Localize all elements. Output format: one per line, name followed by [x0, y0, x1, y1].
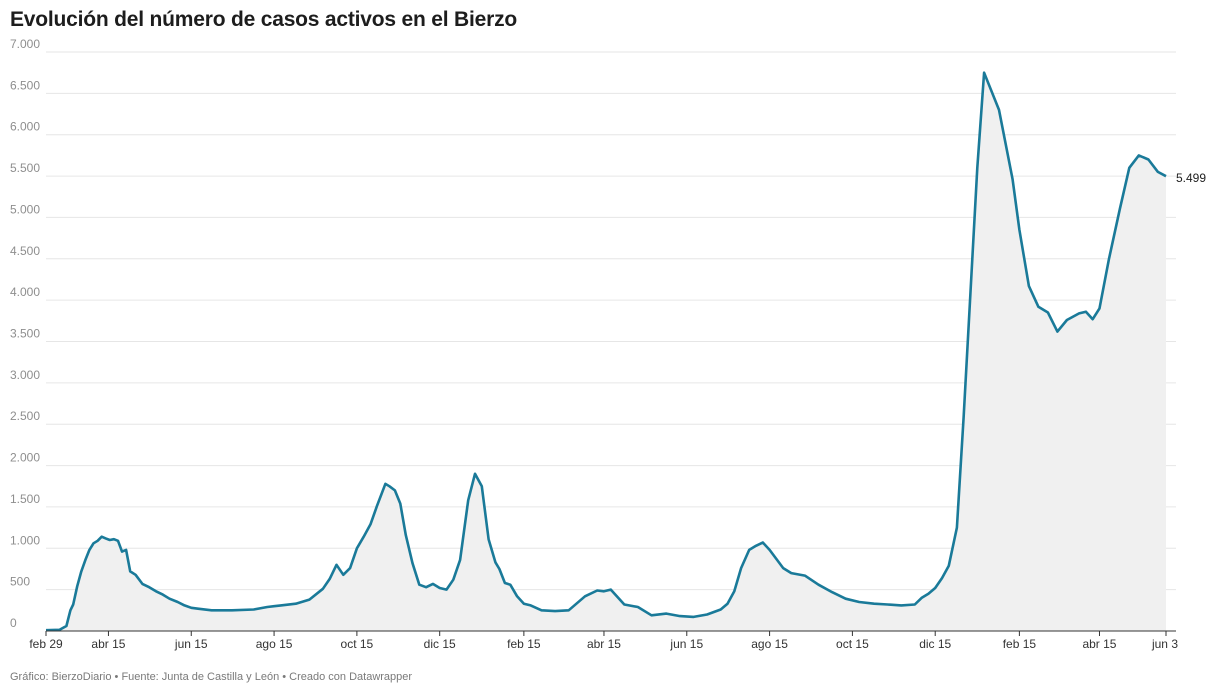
x-tick-label: jun 15 — [669, 637, 703, 651]
y-tick-label: 5.500 — [10, 161, 40, 175]
x-tick-label: oct 15 — [836, 637, 869, 651]
y-tick-label: 6.500 — [10, 78, 40, 92]
x-tick-label: feb 15 — [507, 637, 541, 651]
y-tick-label: 4.000 — [10, 285, 40, 299]
footer-credit: Gráfico: BierzoDiario • Fuente: Junta de… — [10, 671, 413, 683]
x-tick-label: feb 29 — [29, 637, 63, 651]
x-tick-label: jun 15 — [174, 637, 208, 651]
x-tick-label: dic 15 — [424, 637, 456, 651]
x-tick-label: abr 15 — [1082, 637, 1116, 651]
x-tick-label: feb 15 — [1003, 637, 1037, 651]
chart-title: Evolución del número de casos activos en… — [10, 8, 517, 31]
y-tick-label: 2.000 — [10, 451, 40, 465]
chart-area: 0 500 1.000 1.500 2.000 2.500 3.000 3.500 4.000 4… — [10, 37, 1206, 651]
y-tick-label: 3.500 — [10, 327, 40, 341]
y-tick-label: 4.500 — [10, 244, 40, 258]
x-tick-label: jun 3 — [1151, 637, 1178, 651]
x-axis-ticks: feb 29 abr 15 jun 15 ago 15 oct 15 dic 15 feb … — [29, 631, 1178, 651]
x-tick-label: dic 15 — [919, 637, 951, 651]
y-tick-label: 7.000 — [10, 37, 40, 51]
y-tick-label: 2.500 — [10, 409, 40, 423]
x-tick-label: ago 15 — [256, 637, 293, 651]
y-tick-label: 3.000 — [10, 368, 40, 382]
y-tick-label: 5.000 — [10, 202, 40, 216]
area-fill — [46, 72, 1166, 631]
end-value-label: 5.499 — [1176, 171, 1206, 185]
x-tick-label: abr 15 — [587, 637, 621, 651]
x-tick-label: ago 15 — [751, 637, 788, 651]
y-tick-label: 6.000 — [10, 120, 40, 134]
y-tick-label: 0 — [10, 616, 17, 630]
series-line — [45, 71, 1167, 632]
y-tick-label: 1.500 — [10, 492, 40, 506]
y-tick-label: 500 — [10, 575, 30, 589]
x-tick-label: abr 15 — [91, 637, 125, 651]
y-tick-label: 1.000 — [10, 533, 40, 547]
y-axis-ticks: 0 500 1.000 1.500 2.000 2.500 3.000 3.500 4.000 4… — [10, 37, 40, 630]
x-tick-label: oct 15 — [341, 637, 374, 651]
